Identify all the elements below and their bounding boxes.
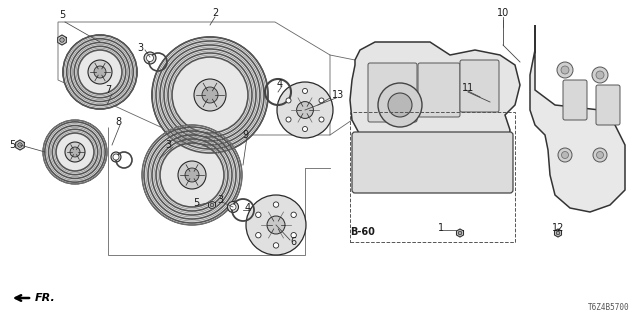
Polygon shape [456,229,463,237]
Circle shape [144,52,156,64]
Circle shape [88,60,112,84]
Circle shape [557,62,573,78]
Circle shape [291,212,296,218]
Circle shape [596,151,604,158]
Circle shape [152,37,268,153]
Text: 1: 1 [438,223,444,233]
Circle shape [246,195,306,255]
Circle shape [227,202,239,212]
Circle shape [273,243,278,248]
Text: 7: 7 [105,85,111,95]
Circle shape [147,54,154,61]
Text: 3: 3 [165,140,171,150]
Circle shape [303,126,307,132]
Circle shape [277,82,333,138]
Text: 6: 6 [290,237,296,247]
Polygon shape [530,25,625,212]
Circle shape [592,67,608,83]
Text: 5: 5 [9,140,15,150]
Circle shape [113,154,119,160]
Circle shape [296,101,314,118]
Circle shape [303,88,307,93]
Polygon shape [350,42,520,172]
Circle shape [202,87,218,103]
Circle shape [458,231,462,235]
Circle shape [65,142,85,162]
Text: 2: 2 [212,8,218,18]
Text: 10: 10 [497,8,509,18]
Polygon shape [209,201,216,209]
Text: 3: 3 [137,43,143,53]
Circle shape [593,148,607,162]
Text: 5: 5 [193,198,199,208]
Circle shape [142,125,242,225]
Circle shape [378,83,422,127]
Text: 12: 12 [552,223,564,233]
Circle shape [185,168,199,182]
Text: 4: 4 [245,203,251,213]
Circle shape [94,66,106,78]
Polygon shape [554,229,561,237]
Circle shape [210,203,214,207]
Text: 4: 4 [277,79,283,89]
Circle shape [291,233,296,238]
Circle shape [255,212,261,218]
Text: 13: 13 [332,90,344,100]
Text: 5: 5 [59,10,65,20]
Circle shape [18,143,22,147]
FancyBboxPatch shape [596,85,620,125]
Circle shape [60,38,64,42]
Text: T6Z4B5700: T6Z4B5700 [588,303,630,312]
Circle shape [273,202,278,207]
Bar [350,112,515,242]
Circle shape [267,216,285,234]
Circle shape [111,152,121,162]
FancyBboxPatch shape [563,80,587,120]
Text: FR.: FR. [35,293,56,303]
Text: 11: 11 [462,83,474,93]
Circle shape [388,93,412,117]
Polygon shape [15,140,24,150]
Circle shape [558,148,572,162]
Circle shape [286,98,291,103]
Circle shape [194,79,226,111]
FancyBboxPatch shape [368,63,417,122]
Text: 3: 3 [217,195,223,205]
Circle shape [230,204,236,210]
Text: 9: 9 [242,130,248,140]
Circle shape [43,120,107,184]
Circle shape [70,147,80,157]
Text: 8: 8 [115,117,121,127]
Circle shape [561,66,569,74]
Circle shape [561,151,568,158]
Circle shape [556,231,560,235]
FancyBboxPatch shape [460,60,499,112]
FancyBboxPatch shape [418,63,460,117]
Circle shape [255,233,261,238]
Text: B-60: B-60 [351,227,376,237]
Circle shape [319,98,324,103]
FancyBboxPatch shape [352,132,513,193]
Circle shape [63,35,137,109]
Polygon shape [58,35,67,45]
Circle shape [286,117,291,122]
Circle shape [319,117,324,122]
Circle shape [178,161,206,189]
Circle shape [596,71,604,79]
